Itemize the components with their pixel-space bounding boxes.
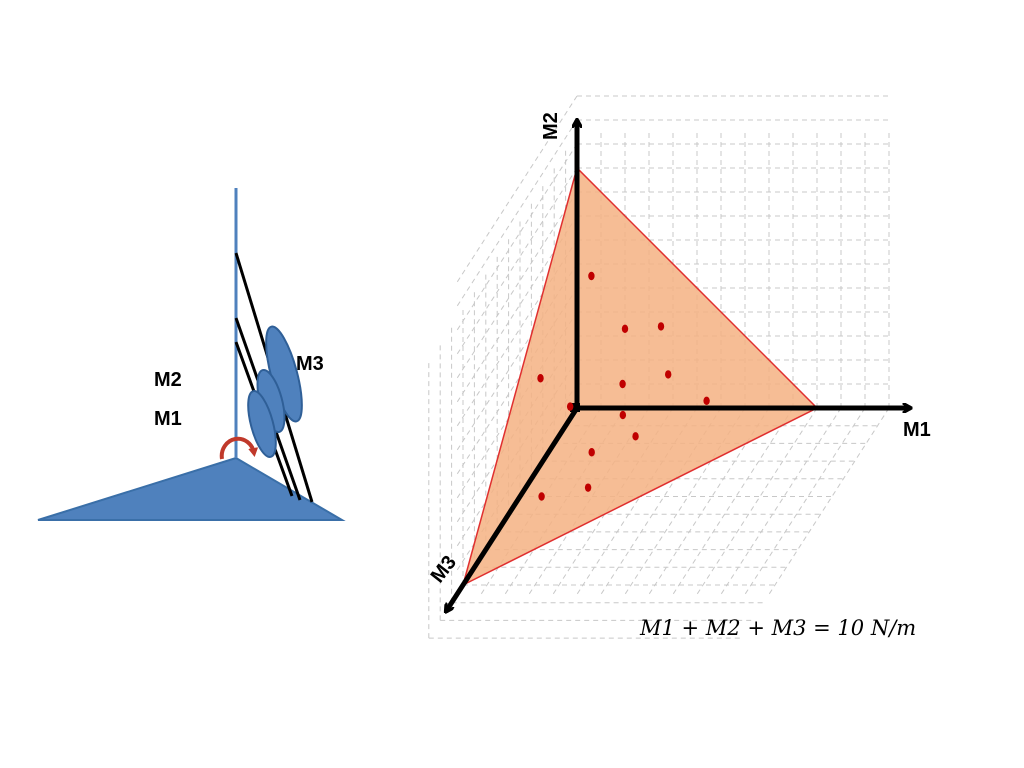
data-point	[632, 432, 639, 441]
data-point	[619, 379, 626, 389]
origin-marker	[570, 403, 580, 412]
grid-line	[456, 95, 578, 283]
grid-line	[456, 143, 578, 331]
data-point	[619, 410, 627, 420]
grid-line	[456, 191, 578, 379]
data-point	[537, 374, 544, 383]
grid-line	[456, 167, 578, 355]
axis-label-m1: M1	[903, 419, 931, 441]
label-m2: M2	[154, 369, 182, 391]
axes	[446, 120, 911, 612]
grid-line	[456, 119, 578, 307]
label-m3: M3	[296, 353, 324, 375]
data-point	[703, 396, 710, 405]
linkage-mechanism: M2 M1 M3	[37, 188, 346, 521]
grid-line	[696, 407, 818, 595]
data-point	[588, 448, 595, 457]
data-point	[621, 324, 629, 333]
equation: M1 + M2 + M3 = 10 N/m	[639, 616, 916, 640]
grid-line	[672, 407, 794, 595]
data-point	[566, 402, 574, 411]
data-point	[538, 492, 545, 501]
data-point	[588, 271, 595, 281]
constraint-plane	[461, 166, 819, 587]
muscle-m1	[247, 390, 277, 458]
label-m1: M1	[154, 408, 182, 430]
data-points	[537, 271, 710, 501]
rotation-arrow-icon	[219, 436, 259, 460]
data-point	[584, 483, 592, 492]
grid-line	[768, 407, 890, 595]
axis-label-m2: M2	[540, 112, 562, 140]
data-point	[665, 370, 672, 379]
data-point	[657, 322, 665, 331]
grid-line	[744, 407, 866, 595]
grid-line	[720, 407, 842, 595]
axis-label-m3: M3	[427, 552, 461, 587]
axis-m3	[446, 406, 580, 612]
